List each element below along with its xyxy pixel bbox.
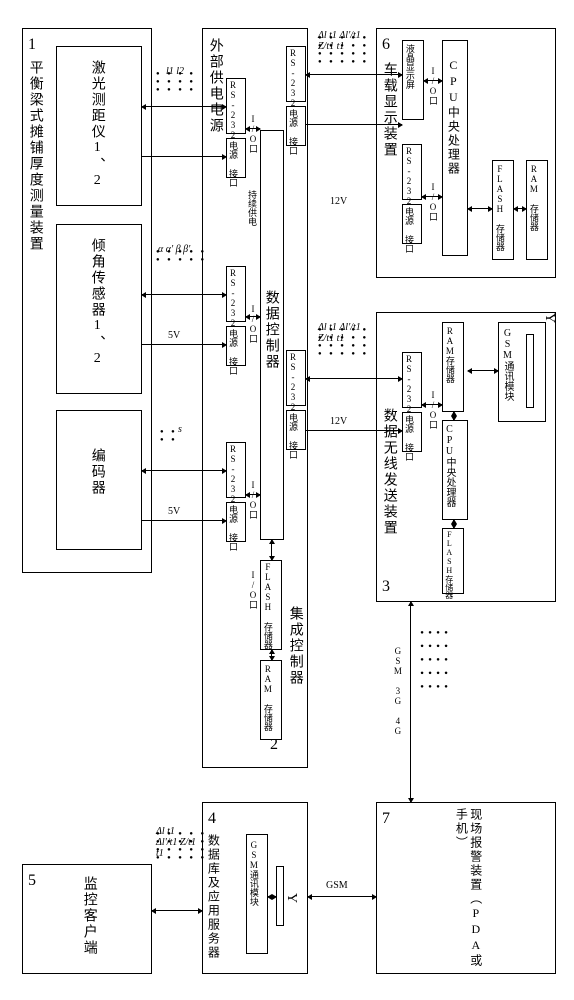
block-6-title: 车载显示装置	[380, 62, 397, 158]
b2-ram-l: RAM 存储器	[262, 664, 272, 731]
b3-rs-cpu	[422, 404, 442, 405]
b6-rs-cpu	[422, 196, 442, 197]
block-4-num: 4	[208, 810, 216, 828]
b2-io2: I/O口	[248, 304, 257, 343]
b3-pw-l: 电源 接口	[404, 415, 413, 461]
b6-lcd-l: 液晶显示屏	[404, 44, 414, 89]
b2-io-a3	[246, 494, 260, 495]
b2-pw1-l: 电源 接口	[228, 141, 237, 187]
block-7-num: 7	[382, 810, 390, 828]
dots-3: ● ●● ●	[160, 428, 178, 444]
block-3-num: 3	[382, 578, 390, 596]
conn-b4b7	[308, 896, 376, 897]
b3-gsm-inner	[526, 334, 534, 408]
b2-io-a2	[246, 316, 260, 317]
b3-antenna-icon: Y	[541, 309, 557, 327]
b3-ram-cpu	[453, 412, 454, 420]
b2-flash-ram	[271, 650, 272, 660]
conn-enc	[142, 470, 226, 471]
block-5-title: 监控客户端	[80, 876, 97, 956]
b1-laser: 激光测距仪1、2	[88, 60, 105, 190]
b1-encoder: 编码器	[88, 448, 105, 496]
b3-cpu-gsm	[468, 370, 498, 371]
conn-laser-pw	[142, 156, 226, 157]
b6-ram-l: RAM 存储器	[528, 164, 538, 231]
block-1-title: 平衡梁式摊铺厚度测量装置	[26, 60, 43, 560]
dots-7: ● ● ● ● ●● ● ● ● ●● ● ● ● ●● ● ● ● ●	[418, 630, 450, 693]
b6-cpu-flash	[468, 208, 492, 209]
sig-l1l2: l1 l2	[166, 66, 184, 77]
b4-gsm-ant	[268, 896, 276, 897]
b4-antenna-icon: Y	[283, 889, 299, 907]
b1-tilt: 倾角传感器1、2	[88, 238, 105, 368]
conn-b2b6-pw	[306, 124, 402, 125]
sig-12v1: 12V	[330, 416, 347, 427]
b2-pw2-l: 电源 接口	[228, 329, 237, 375]
b6-flash-l: FLASH 存储器	[494, 164, 504, 251]
sig-gsm: GSM	[326, 880, 348, 891]
b3-flash-l: FLASH存储器	[444, 530, 453, 599]
conn-laser	[142, 106, 226, 107]
sig-g34: GSM 3G 4G	[392, 646, 402, 736]
b6-cpu-ram	[514, 208, 526, 209]
b3-ram-l: RAM存储器	[444, 326, 454, 383]
block-5-num: 5	[28, 872, 36, 890]
sig-12v2: 12V	[330, 196, 347, 207]
sig-ab: α α' β β'	[158, 244, 190, 255]
block-1-num: 1	[28, 36, 36, 54]
b6-pw-l: 电源 接口	[404, 207, 413, 253]
b3-cpu-flash	[453, 520, 454, 528]
sig-5v2: 5V	[168, 506, 180, 517]
b2-io-a1	[246, 128, 260, 129]
b3-io: I/O口	[428, 390, 437, 429]
conn-b2b6	[306, 74, 402, 75]
block-2-title: 集成控制器	[286, 606, 303, 686]
conn-tilt	[142, 294, 226, 295]
sig-s: s	[178, 424, 182, 435]
conn-b5b4	[152, 910, 202, 911]
b2-ctrl-l: 数据控制器	[262, 290, 279, 370]
b6-cpu-l: CPU中央处理器	[446, 58, 460, 176]
b6-lcd-cpu	[424, 80, 442, 81]
conn-tilt-pw	[142, 344, 226, 345]
block-6-num: 6	[382, 36, 390, 54]
b3-gsm-l: GSM通讯模块	[502, 328, 513, 401]
b2-io3: I/O口	[248, 480, 257, 519]
b4-gsm-l: GSM通讯模块	[248, 840, 258, 906]
b6-io2: I/O口	[428, 182, 437, 221]
sig-dt1: Δl t1 Δl'/t1 Z/t1 t1	[318, 30, 376, 52]
conn-b2b3	[306, 378, 402, 379]
sig-dt2: Δl t1 Δl'/t1 Z/t1 t1	[318, 322, 376, 344]
b2-flash-l: FLASH 存储器	[262, 562, 272, 649]
b2-ctrl-flash	[271, 540, 272, 560]
b2-io1: I/O口	[248, 114, 257, 153]
sig-5v1: 5V	[168, 330, 180, 341]
b2-io4: I/O口	[248, 570, 257, 609]
b2-rpw2-l: 电源 接口	[288, 413, 297, 459]
b2-ext-power: 外部供电电源	[206, 38, 223, 134]
b3-cpu-l: CPU中央处理器	[444, 424, 455, 507]
b2-rpw1-l: 电源 接口	[288, 109, 297, 155]
conn-enc-pw	[142, 520, 226, 521]
block-7-title: 现场报警装置（PDA或手机）	[454, 808, 483, 968]
diagram-root: 1 平衡梁式摊铺厚度测量装置 激光测距仪1、2 倾角传感器1、2 编码器 5 监…	[10, 10, 564, 990]
b2-pw3-l: 电源 接口	[228, 505, 237, 551]
block-4-title: 数据库及应用服务器	[206, 834, 220, 960]
block-3-title: 数据无线发送装置	[380, 408, 397, 536]
sig-dt3: Δl t1 Δl'/t1 Z/t1 t1	[156, 826, 196, 859]
conn-b3b7	[410, 602, 411, 802]
b2-cont: 持续供电	[247, 190, 256, 226]
conn-b2b3-pw	[306, 430, 402, 431]
b6-io1: I/O口	[428, 66, 437, 105]
